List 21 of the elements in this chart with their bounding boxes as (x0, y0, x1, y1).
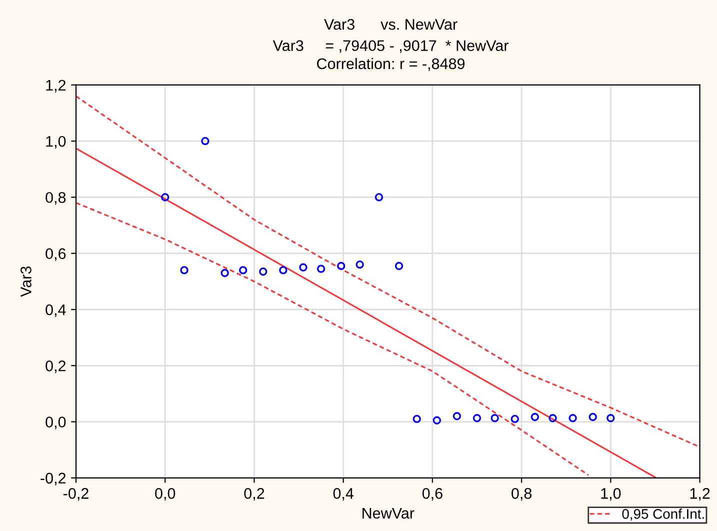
chart-subtitle: Var3 = ,79405 - ,9017 * NewVar Correlation: r = -,8489 (272, 40, 508, 71)
y-tick-label: 0,8 (46, 192, 66, 205)
y-tick-label: 0,2 (46, 360, 66, 374)
x-tick-label: 0,2 (244, 488, 264, 501)
x-tick-label: 0,6 (422, 488, 442, 501)
y-axis-title: Var3 (20, 266, 32, 297)
y-tick-label: 0,0 (46, 416, 66, 430)
x-tick-label: 0,0 (155, 488, 176, 501)
y-tick-label: 1,0 (46, 136, 66, 149)
x-tick-label: -0,2 (64, 488, 88, 501)
x-tick-label: 0,8 (512, 488, 532, 501)
y-tick-label: 0,4 (46, 304, 66, 317)
legend-label: 0,95 Conf.Int. (622, 508, 704, 520)
chart-title: Var3 vs. NewVar (324, 18, 458, 30)
y-tick-label: -0,2 (40, 472, 66, 486)
x-axis-title: NewVar (362, 508, 414, 519)
x-tick-label: 1,2 (690, 488, 710, 501)
x-tick-label: 1,0 (601, 488, 621, 501)
y-tick-label: 1,2 (46, 80, 66, 92)
x-tick-label: 0,4 (333, 488, 354, 501)
y-tick-label: 0,6 (46, 248, 66, 261)
